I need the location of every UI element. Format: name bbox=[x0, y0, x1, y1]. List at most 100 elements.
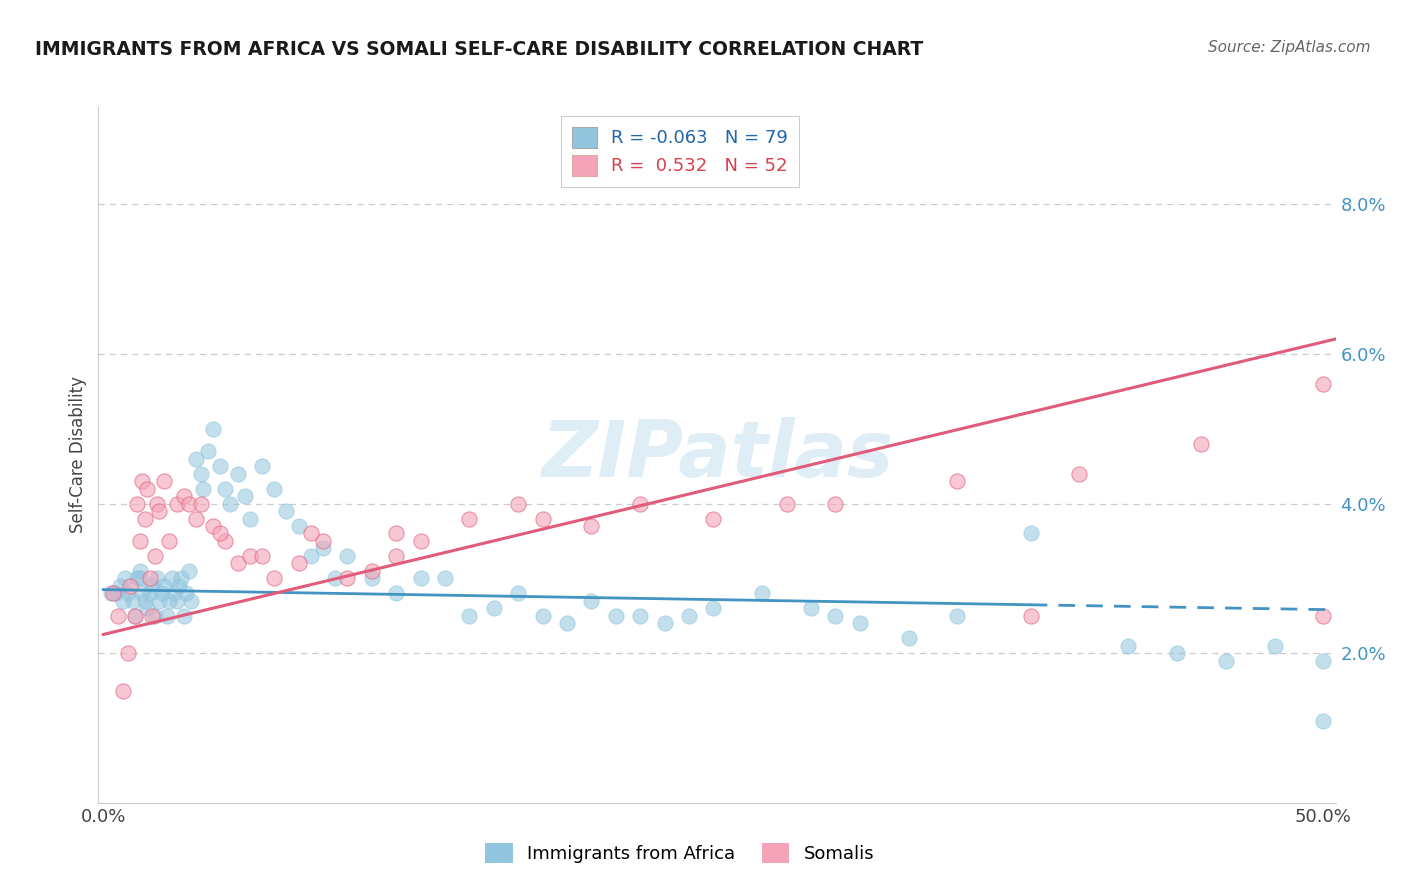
Point bbox=[299, 526, 322, 541]
Point bbox=[127, 571, 149, 585]
Text: Source: ZipAtlas.com: Source: ZipAtlas.com bbox=[1208, 40, 1371, 55]
Text: ZIPatlas: ZIPatlas bbox=[541, 417, 893, 493]
Point bbox=[148, 594, 170, 608]
Point bbox=[101, 586, 124, 600]
Point bbox=[148, 504, 170, 518]
Point bbox=[193, 482, 215, 496]
Point bbox=[409, 533, 432, 548]
Point bbox=[157, 533, 180, 548]
Point bbox=[531, 608, 554, 623]
Point bbox=[121, 594, 143, 608]
Point bbox=[1312, 654, 1334, 668]
Point bbox=[129, 571, 152, 585]
Point bbox=[385, 586, 408, 600]
Point bbox=[111, 594, 134, 608]
Point bbox=[233, 489, 256, 503]
Point bbox=[104, 586, 127, 600]
Point bbox=[775, 497, 797, 511]
Point bbox=[141, 579, 163, 593]
Point bbox=[100, 586, 122, 600]
Point bbox=[114, 571, 136, 585]
Point bbox=[107, 608, 129, 623]
Point bbox=[458, 511, 481, 525]
Point bbox=[226, 467, 249, 481]
Point bbox=[1312, 376, 1334, 391]
Point bbox=[360, 564, 382, 578]
Legend: Immigrants from Africa, Somalis: Immigrants from Africa, Somalis bbox=[478, 836, 882, 871]
Point bbox=[157, 594, 180, 608]
Point bbox=[129, 564, 152, 578]
Point bbox=[1215, 654, 1237, 668]
Point bbox=[177, 564, 200, 578]
Point bbox=[581, 594, 603, 608]
Point bbox=[299, 549, 322, 563]
Point bbox=[163, 586, 186, 600]
Point bbox=[897, 631, 920, 645]
Point bbox=[800, 601, 823, 615]
Point bbox=[824, 497, 846, 511]
Point bbox=[173, 608, 195, 623]
Point bbox=[190, 497, 212, 511]
Point bbox=[1166, 646, 1188, 660]
Point bbox=[111, 683, 134, 698]
Point bbox=[219, 497, 242, 511]
Point bbox=[197, 444, 219, 458]
Point bbox=[138, 586, 160, 600]
Point bbox=[127, 497, 149, 511]
Point bbox=[226, 557, 249, 571]
Point bbox=[120, 579, 142, 593]
Point bbox=[654, 616, 676, 631]
Text: IMMIGRANTS FROM AFRICA VS SOMALI SELF-CARE DISABILITY CORRELATION CHART: IMMIGRANTS FROM AFRICA VS SOMALI SELF-CA… bbox=[35, 40, 924, 59]
Point bbox=[312, 533, 335, 548]
Point bbox=[1019, 608, 1042, 623]
Point bbox=[239, 511, 262, 525]
Point bbox=[131, 474, 153, 488]
Point bbox=[751, 586, 773, 600]
Point bbox=[117, 646, 139, 660]
Point bbox=[628, 608, 651, 623]
Point bbox=[1069, 467, 1091, 481]
Point bbox=[250, 459, 273, 474]
Point bbox=[1264, 639, 1286, 653]
Point bbox=[312, 541, 335, 556]
Point bbox=[160, 571, 183, 585]
Point bbox=[287, 519, 309, 533]
Point bbox=[508, 586, 530, 600]
Point bbox=[508, 497, 530, 511]
Point bbox=[170, 571, 193, 585]
Point bbox=[184, 451, 207, 466]
Point bbox=[177, 497, 200, 511]
Point bbox=[129, 533, 152, 548]
Point bbox=[581, 519, 603, 533]
Point bbox=[167, 579, 190, 593]
Point bbox=[250, 549, 273, 563]
Point bbox=[146, 571, 169, 585]
Point bbox=[202, 422, 225, 436]
Point bbox=[174, 586, 197, 600]
Point bbox=[628, 497, 651, 511]
Point bbox=[134, 594, 156, 608]
Point bbox=[605, 608, 627, 623]
Point bbox=[146, 497, 169, 511]
Point bbox=[166, 594, 188, 608]
Point bbox=[214, 533, 236, 548]
Point bbox=[136, 482, 159, 496]
Point bbox=[138, 571, 160, 585]
Point bbox=[150, 586, 173, 600]
Point bbox=[678, 608, 700, 623]
Point bbox=[209, 459, 232, 474]
Point bbox=[458, 608, 481, 623]
Point bbox=[166, 497, 188, 511]
Point bbox=[110, 579, 132, 593]
Point bbox=[173, 489, 195, 503]
Point bbox=[555, 616, 578, 631]
Point bbox=[1312, 714, 1334, 728]
Y-axis label: Self-Care Disability: Self-Care Disability bbox=[69, 376, 87, 533]
Point bbox=[209, 526, 232, 541]
Point bbox=[1116, 639, 1139, 653]
Point bbox=[180, 594, 202, 608]
Point bbox=[946, 608, 969, 623]
Point bbox=[1191, 436, 1213, 450]
Point bbox=[849, 616, 872, 631]
Point bbox=[117, 586, 139, 600]
